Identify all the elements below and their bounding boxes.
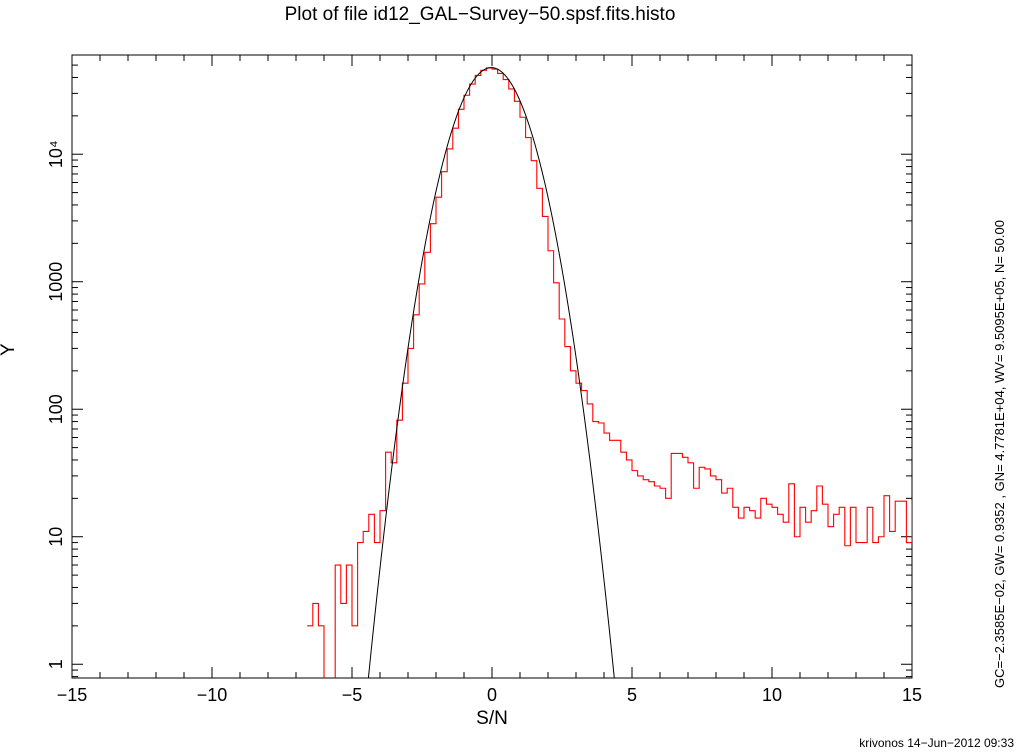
gaussian-fit-curve <box>367 67 615 678</box>
x-tick-label: 15 <box>902 685 922 705</box>
x-tick-label: 10 <box>762 685 782 705</box>
x-tick-label: −15 <box>57 685 88 705</box>
x-axis-label: S/N <box>476 708 508 729</box>
histogram-series <box>307 67 912 678</box>
y-tick-label: 100 <box>46 394 66 424</box>
y-tick-label: 1000 <box>46 262 66 302</box>
x-tick-label: 0 <box>487 685 497 705</box>
x-tick-label: −10 <box>197 685 228 705</box>
author-date-footer: krivonos 14−Jun−2012 09:33 <box>859 736 1014 750</box>
x-tick-label: −5 <box>342 685 363 705</box>
y-tick-label: 10⁴ <box>46 140 66 168</box>
chart-title: Plot of file id12_GAL−Survey−50.spsf.fit… <box>284 4 676 25</box>
y-tick-label: 10 <box>46 527 66 547</box>
plot-frame <box>71 54 913 679</box>
y-tick-label: 1 <box>46 659 66 669</box>
x-tick-label: 5 <box>627 685 637 705</box>
